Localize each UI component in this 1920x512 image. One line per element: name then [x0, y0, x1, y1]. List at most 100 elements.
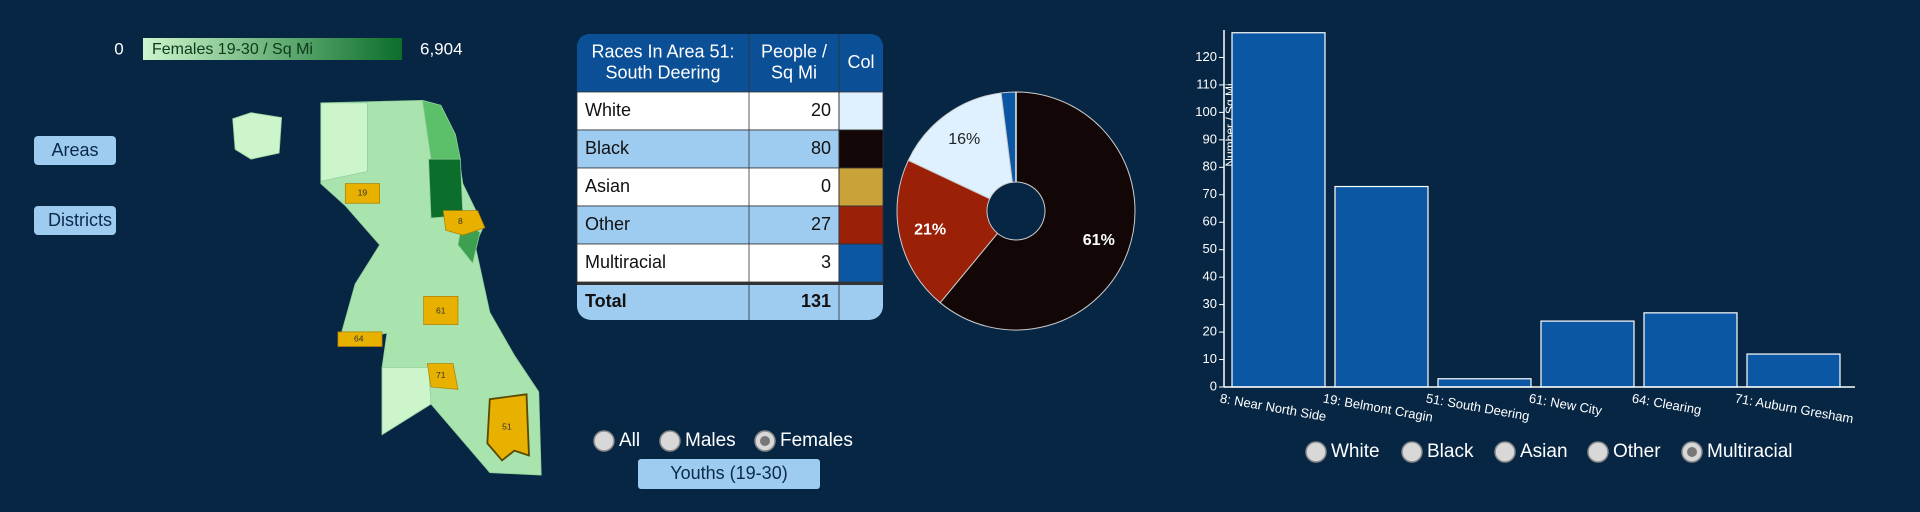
y-tick-label: 70 [1203, 186, 1217, 201]
radio-dot [760, 436, 770, 446]
pie-label: 61% [1083, 232, 1115, 249]
table-row-bg [576, 205, 840, 245]
radio-option[interactable]: Multiracial [1681, 441, 1793, 463]
pie-slice [907, 92, 1013, 200]
radio-label: Males [685, 430, 736, 451]
table-cell: 27 [811, 214, 831, 234]
race-table: Races In Area 51:South Deering People /Sq… [576, 34, 884, 320]
map-highlight [337, 331, 383, 347]
color-swatch [838, 243, 884, 283]
map-label: 19 [358, 188, 368, 198]
table-row-bg [576, 243, 840, 283]
radio-label: Other [1613, 441, 1661, 462]
radio-label: Black [1427, 441, 1474, 462]
button-label: Areas [51, 140, 98, 160]
radio-label: Multiracial [1707, 441, 1793, 462]
button-bg [34, 136, 116, 165]
map-highlight [344, 183, 380, 204]
pie-slice [896, 159, 999, 304]
bar [1643, 312, 1738, 388]
pie-label: 21% [914, 221, 946, 238]
map-region [232, 112, 283, 160]
bar [1746, 353, 1841, 388]
button-label: Youths (19-30) [670, 463, 787, 483]
button-label: Districts [48, 210, 112, 230]
radio-option[interactable]: Black [1401, 441, 1474, 463]
radio-option[interactable]: Females [754, 430, 853, 452]
table-cell: Multiracial [585, 252, 666, 272]
map-highlight [442, 210, 486, 236]
race-options: White Black Asian Other Multiracial [1305, 441, 1793, 463]
pie-chart: 61% 21% 16% [896, 91, 1136, 331]
y-tick-label: 0 [1210, 378, 1217, 393]
map-highlight [426, 363, 459, 390]
bar [1540, 320, 1635, 388]
y-tick-label: 50 [1203, 241, 1217, 256]
table-cell: 80 [811, 138, 831, 158]
button-bg [34, 206, 116, 235]
bar [1334, 185, 1429, 388]
map-label: 8 [458, 216, 463, 226]
button-bg [638, 459, 820, 489]
y-tick-label: 100 [1195, 104, 1217, 119]
radio-button [1587, 441, 1609, 463]
radio-button [659, 430, 681, 452]
y-tick-label: 10 [1203, 351, 1217, 366]
districts-button[interactable]: Districts [34, 206, 116, 235]
color-swatch [838, 205, 884, 245]
radio-option[interactable]: Asian [1494, 441, 1568, 463]
age-button[interactable]: Youths (19-30) [638, 459, 820, 489]
map-label: 51 [502, 422, 512, 432]
color-swatch [838, 91, 884, 131]
radio-button [1494, 441, 1516, 463]
radio-option[interactable]: Other [1587, 441, 1661, 463]
table-total: 131 [801, 291, 831, 311]
map-region [428, 158, 464, 219]
color-swatch [838, 167, 884, 207]
y-tick-label: 60 [1203, 214, 1217, 229]
map-label: 64 [354, 333, 364, 343]
table-header: Col [847, 52, 874, 72]
y-tick-label: 40 [1203, 269, 1217, 284]
radio-button [1305, 441, 1327, 463]
table-cell: 20 [811, 100, 831, 120]
bar [1437, 378, 1532, 388]
table-cell: Other [585, 214, 630, 234]
table-header: Races In Area 51: [591, 41, 734, 61]
radio-label: White [1331, 441, 1380, 462]
table-header: Sq Mi [771, 62, 817, 82]
legend-gradient [143, 38, 402, 60]
radio-button [593, 430, 615, 452]
radio-option[interactable]: Males [659, 430, 736, 452]
color-swatch [838, 129, 884, 169]
legend-min: 0 [114, 39, 123, 58]
pie-label: 16% [948, 131, 980, 148]
pie-slice [939, 91, 1136, 331]
table-row-bg [576, 167, 840, 207]
table-header-bg [577, 34, 883, 92]
table-header: South Deering [605, 62, 720, 82]
radio-button [1401, 441, 1423, 463]
table-cell: White [585, 100, 631, 120]
y-tick-label: 20 [1203, 324, 1217, 339]
map-region [320, 102, 368, 182]
radio-dot [1687, 447, 1697, 457]
radio-option[interactable]: All [593, 430, 640, 452]
map-highlight [423, 295, 459, 325]
map-region [422, 99, 461, 160]
legend-label: Females 19-30 / Sq Mi [152, 41, 313, 58]
table-cell: 0 [821, 176, 831, 196]
table-row-bg [576, 91, 840, 131]
table-cell: Black [585, 138, 630, 158]
y-tick-label: 120 [1195, 49, 1217, 64]
legend-max: 6,904 [420, 39, 463, 58]
areas-button[interactable]: Areas [34, 136, 116, 165]
map-label: 61 [436, 305, 446, 315]
map-region [381, 366, 432, 436]
table-total: Total [585, 291, 627, 311]
radio-option[interactable]: White [1305, 441, 1380, 463]
y-tick-label: 80 [1203, 159, 1217, 174]
y-tick-label: 110 [1196, 76, 1217, 91]
radio-label: Females [780, 430, 853, 451]
